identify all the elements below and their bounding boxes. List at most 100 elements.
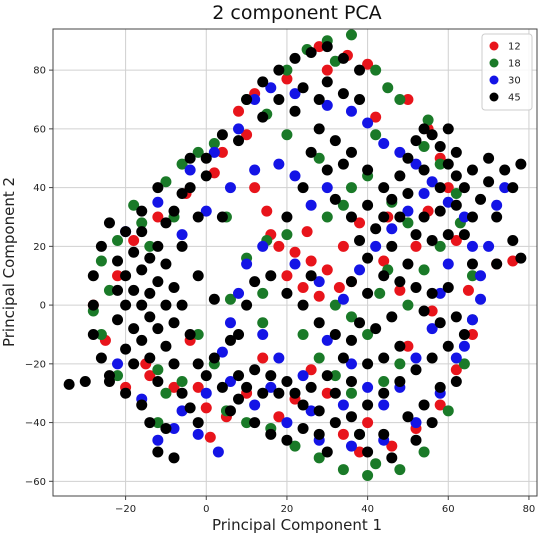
y-tick-label: 80 — [33, 66, 46, 77]
scatter-point-12 — [233, 105, 245, 117]
scatter-point-45 — [152, 375, 164, 387]
scatter-point-45 — [458, 229, 470, 241]
scatter-point-45 — [378, 387, 390, 399]
scatter-point-12 — [305, 255, 317, 267]
scatter-point-45 — [249, 364, 261, 376]
scatter-point-45 — [329, 135, 341, 147]
scatter-point-18 — [382, 82, 394, 94]
scatter-point-45 — [241, 93, 253, 105]
scatter-point-12 — [112, 270, 124, 282]
scatter-point-45 — [224, 334, 236, 346]
scatter-point-45 — [297, 399, 309, 411]
scatter-point-30 — [378, 138, 390, 150]
scatter-point-30 — [442, 258, 454, 270]
scatter-point-18 — [370, 458, 382, 470]
scatter-point-18 — [362, 469, 374, 481]
scatter-point-45 — [168, 358, 180, 370]
scatter-point-45 — [241, 299, 253, 311]
legend-label: 30 — [508, 76, 521, 87]
scatter-point-18 — [422, 114, 434, 126]
scatter-point-45 — [160, 340, 172, 352]
x-tick-label: −20 — [115, 504, 136, 515]
scatter-point-30 — [321, 99, 333, 111]
scatter-point-12 — [257, 352, 269, 364]
scatter-point-30 — [337, 293, 349, 305]
scatter-point-12 — [434, 399, 446, 411]
scatter-point-45 — [410, 281, 422, 293]
scatter-point-45 — [79, 375, 91, 387]
scatter-point-45 — [321, 41, 333, 53]
scatter-point-45 — [152, 446, 164, 458]
y-tick-label: −60 — [25, 477, 46, 488]
scatter-point-45 — [160, 422, 172, 434]
scatter-point-45 — [168, 205, 180, 217]
legend-marker — [489, 92, 499, 102]
scatter-point-45 — [450, 170, 462, 182]
scatter-point-45 — [160, 258, 172, 270]
scatter-point-45 — [442, 281, 454, 293]
scatter-point-18 — [402, 217, 414, 229]
scatter-point-18 — [112, 234, 124, 246]
scatter-point-45 — [87, 328, 99, 340]
scatter-point-18 — [362, 328, 374, 340]
scatter-point-45 — [176, 387, 188, 399]
scatter-point-45 — [103, 217, 115, 229]
scatter-point-30 — [233, 287, 245, 299]
scatter-point-45 — [128, 284, 140, 296]
scatter-point-12 — [362, 58, 374, 70]
y-tick-label: 20 — [33, 242, 46, 253]
scatter-point-12 — [200, 402, 212, 414]
scatter-point-30 — [475, 293, 487, 305]
scatter-point-18 — [345, 311, 357, 323]
scatter-point-45 — [362, 399, 374, 411]
scatter-point-45 — [273, 387, 285, 399]
scatter-point-12 — [192, 381, 204, 393]
data-points — [63, 29, 527, 481]
scatter-point-12 — [321, 387, 333, 399]
scatter-point-45 — [466, 164, 478, 176]
scatter-point-45 — [128, 358, 140, 370]
scatter-point-45 — [321, 446, 333, 458]
scatter-point-18 — [378, 375, 390, 387]
scatter-point-30 — [321, 182, 333, 194]
scatter-point-12 — [337, 240, 349, 252]
scatter-point-18 — [394, 93, 406, 105]
scatter-point-45 — [434, 182, 446, 194]
scatter-point-45 — [152, 276, 164, 288]
scatter-point-45 — [426, 129, 438, 141]
scatter-point-45 — [184, 328, 196, 340]
scatter-point-30 — [466, 240, 478, 252]
scatter-point-45 — [168, 452, 180, 464]
scatter-point-12 — [281, 73, 293, 85]
scatter-point-45 — [378, 352, 390, 364]
scatter-point-45 — [418, 123, 430, 135]
scatter-point-45 — [176, 187, 188, 199]
scatter-point-45 — [354, 428, 366, 440]
scatter-point-45 — [120, 387, 132, 399]
scatter-point-18 — [434, 240, 446, 252]
scatter-point-12 — [370, 111, 382, 123]
scatter-point-45 — [144, 311, 156, 323]
scatter-point-30 — [168, 422, 180, 434]
scatter-point-45 — [321, 164, 333, 176]
scatter-point-45 — [434, 317, 446, 329]
scatter-point-30 — [212, 446, 224, 458]
scatter-point-45 — [394, 340, 406, 352]
scatter-point-18 — [208, 138, 220, 150]
scatter-point-45 — [402, 152, 414, 164]
scatter-point-45 — [289, 52, 301, 64]
scatter-point-12 — [321, 264, 333, 276]
scatter-point-45 — [329, 193, 341, 205]
scatter-point-30 — [289, 88, 301, 100]
scatter-point-45 — [458, 182, 470, 194]
scatter-point-45 — [362, 287, 374, 299]
scatter-point-45 — [321, 76, 333, 88]
scatter-point-18 — [434, 158, 446, 170]
scatter-point-45 — [128, 323, 140, 335]
scatter-point-45 — [192, 417, 204, 429]
scatter-point-30 — [224, 317, 236, 329]
scatter-point-45 — [313, 317, 325, 329]
y-tick-label: 40 — [33, 183, 46, 194]
scatter-point-45 — [329, 417, 341, 429]
scatter-point-45 — [515, 252, 527, 264]
